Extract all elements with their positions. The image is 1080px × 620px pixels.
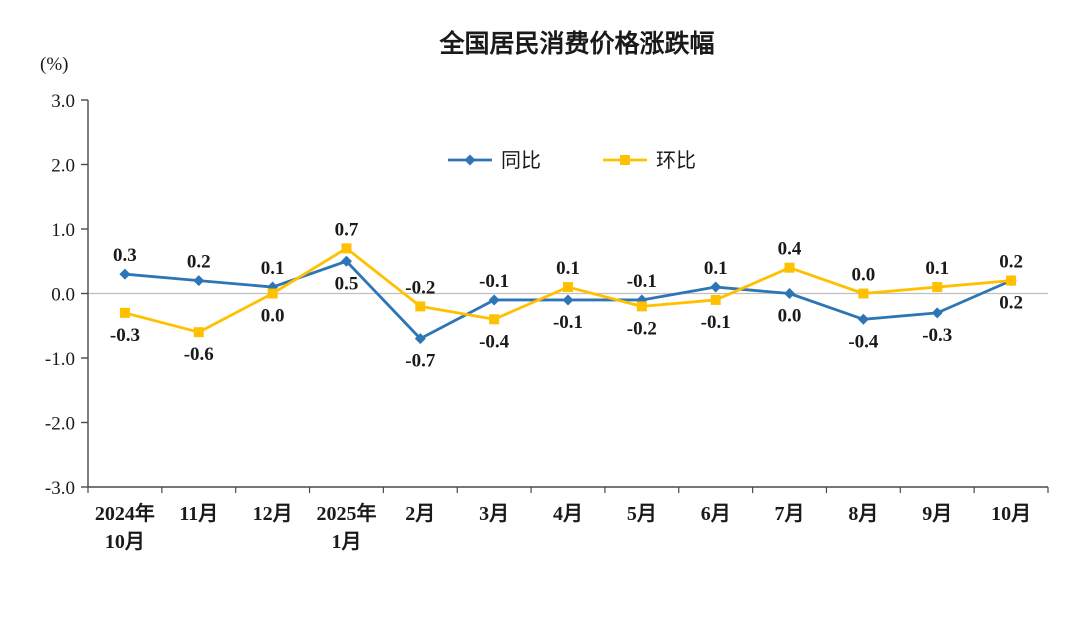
data-label: 0.0 — [778, 306, 802, 327]
data-label: -0.6 — [184, 344, 214, 365]
marker-square — [267, 288, 278, 299]
x-tick-label: 5月 — [627, 503, 657, 525]
data-label: -0.1 — [479, 271, 509, 292]
x-tick-label: 6月 — [701, 503, 731, 525]
marker-square — [489, 314, 500, 325]
data-label: 0.0 — [852, 265, 876, 286]
marker-diamond — [340, 255, 352, 267]
marker-square — [341, 243, 352, 254]
marker-diamond — [193, 275, 205, 287]
y-tick-label: 3.0 — [51, 91, 75, 112]
axes — [81, 99, 1049, 493]
data-label: -0.7 — [405, 351, 436, 372]
marker-diamond — [784, 288, 796, 299]
x-axis-labels: 2024年 10月 11月 12月 2025年 1月 2月 3月 4月 5月 6月 7月 8月 9月 10月 — [95, 501, 1031, 553]
data-label: 0.1 — [261, 258, 285, 279]
data-label: 0.1 — [556, 258, 580, 279]
y-axis-unit-label: (%) — [40, 54, 68, 75]
x-tick-label: 12月 — [253, 503, 293, 525]
x-tick-label: 8月 — [848, 503, 878, 525]
data-label: -0.3 — [922, 325, 952, 346]
x-tick-label: 10月 — [991, 503, 1031, 525]
data-label: -0.3 — [110, 325, 140, 346]
data-label: 0.0 — [261, 306, 285, 327]
data-label: 0.5 — [335, 273, 359, 294]
marker-diamond — [414, 333, 426, 345]
legend-label-0: 同比 — [501, 149, 541, 172]
x-tick-label: 2025年 1月 — [316, 501, 376, 553]
data-labels: 0.3 -0.3 0.2 -0.6 0.1 0.0 0.7 0.5 -0.2 -0.7 -0.1 -0… — [110, 219, 1023, 371]
y-tick-label: -3.0 — [45, 478, 75, 499]
data-label: 0.1 — [925, 258, 949, 279]
data-label: -0.2 — [627, 318, 657, 339]
y-tick-label: 0.0 — [51, 285, 75, 306]
chart-title: 全国居民消费价格涨跌幅 — [438, 29, 714, 58]
marker-square — [710, 294, 721, 305]
y-tick-label: 1.0 — [51, 220, 75, 241]
data-label: -0.1 — [627, 271, 657, 292]
marker-diamond — [857, 313, 869, 325]
marker-square — [415, 301, 426, 312]
x-tick-label: 11月 — [179, 503, 218, 525]
x-tick-label: 3月 — [479, 503, 509, 525]
data-label: -0.4 — [848, 331, 879, 352]
data-label: -0.1 — [701, 312, 731, 333]
marker-diamond — [931, 307, 943, 319]
marker-square — [636, 301, 647, 312]
x-tick-label: 2024年 10月 — [95, 501, 155, 553]
legend-marker-diamond — [464, 154, 476, 166]
y-tick-label: -1.0 — [45, 349, 75, 370]
data-label: 0.7 — [335, 219, 359, 240]
legend: 同比 环比 — [448, 149, 696, 172]
data-label: 0.2 — [187, 252, 211, 273]
x-tick-label: 2月 — [405, 503, 435, 525]
marker-square — [119, 307, 130, 318]
marker-square — [193, 327, 204, 338]
y-tick-label: -2.0 — [45, 414, 75, 435]
data-label: 0.1 — [704, 258, 728, 279]
marker-square — [563, 282, 573, 293]
x-tick-label: 4月 — [553, 503, 583, 525]
y-tick-label: 2.0 — [51, 156, 75, 177]
data-label: -0.4 — [479, 331, 510, 352]
data-label: -0.2 — [405, 277, 435, 298]
data-label: 0.2 — [999, 293, 1023, 314]
marker-diamond — [710, 281, 722, 293]
marker-square — [784, 262, 795, 273]
data-label: 0.2 — [999, 252, 1023, 273]
series-lines — [119, 243, 1017, 345]
data-label: 0.3 — [113, 245, 137, 266]
marker-diamond — [562, 294, 574, 306]
marker-square — [932, 282, 943, 293]
marker-diamond — [488, 294, 500, 306]
x-tick-label: 7月 — [775, 503, 805, 525]
y-axis-labels: 3.0 2.0 1.0 0.0 -1.0 -2.0 -3.0 — [45, 91, 75, 499]
marker-square — [1006, 275, 1017, 286]
marker-diamond — [119, 268, 131, 280]
data-label: 0.4 — [778, 239, 802, 260]
legend-label-1: 环比 — [656, 149, 696, 172]
x-tick-label: 9月 — [922, 503, 952, 525]
legend-marker-square — [620, 155, 630, 165]
data-label: -0.1 — [553, 312, 583, 333]
marker-square — [858, 288, 869, 299]
